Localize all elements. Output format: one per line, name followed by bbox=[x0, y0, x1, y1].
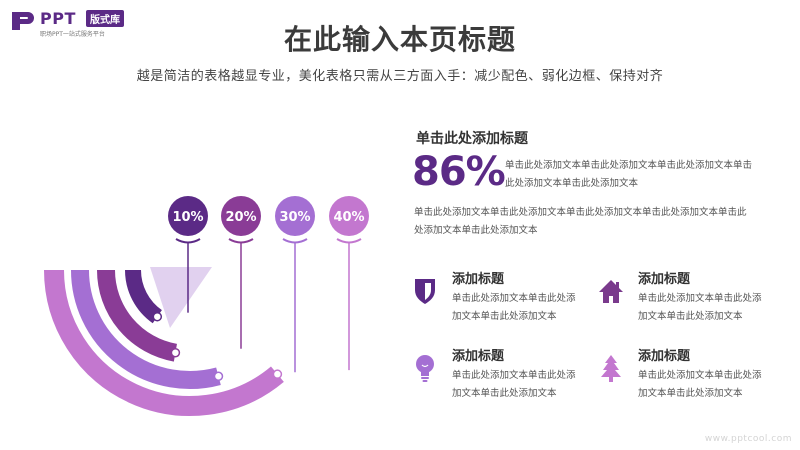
lightbulb-icon bbox=[416, 355, 434, 382]
feature-text: 单击此处添加文本单击此处添加文本单击此处添加文本 bbox=[452, 370, 576, 399]
page-title: 在此输入本页标题 bbox=[283, 23, 516, 56]
feature-title: 添加标题 bbox=[638, 272, 691, 287]
logo-badge: 版式库 bbox=[86, 10, 124, 27]
section-heading: 单击此处添加标题 bbox=[416, 131, 528, 147]
feature-item: 添加标题 单击此处添加文本单击此处添加文本单击此处添加文本 bbox=[412, 268, 582, 338]
shield-icon bbox=[415, 279, 435, 304]
watermark: www.pptcool.com bbox=[704, 434, 792, 444]
logo-tagline: 职场PPT一站式服务平台 bbox=[40, 31, 105, 38]
chart-wedge-decoration bbox=[150, 267, 212, 328]
chart-bar-ring bbox=[125, 269, 163, 324]
feature-text: 单击此处添加文本单击此处添加文本单击此处添加文本 bbox=[638, 293, 762, 322]
chart-badge-label: 40% bbox=[333, 210, 364, 225]
feature-text: 单击此处添加文本单击此处添加文本单击此处添加文本 bbox=[638, 370, 762, 399]
chart-bar-ring bbox=[97, 269, 178, 362]
chart-badge bbox=[329, 196, 369, 236]
feature-title: 添加标题 bbox=[452, 272, 505, 287]
chart-badge-label: 20% bbox=[225, 210, 256, 225]
chart-badge-underline bbox=[228, 238, 254, 244]
big-percentage: 86% bbox=[412, 149, 506, 195]
body-paragraph: 单击此处添加文本单击此处添加文本单击此处添加文本单击此处添加文本单击此处添加文本… bbox=[414, 207, 747, 236]
ppt-logo-icon bbox=[12, 12, 34, 30]
tree-icon bbox=[601, 355, 621, 382]
chart-bar-ring bbox=[44, 269, 284, 416]
chart-bar-ring bbox=[71, 269, 221, 389]
chart-bar-end-marker bbox=[272, 369, 283, 379]
chart-badge-underline bbox=[282, 238, 308, 244]
chart-badge-label: 10% bbox=[172, 210, 203, 225]
chart-badge-label: 30% bbox=[279, 210, 310, 225]
logo-name: PPT bbox=[40, 9, 76, 28]
feature-text: 单击此处添加文本单击此处添加文本单击此处添加文本 bbox=[452, 293, 576, 322]
chart-badge bbox=[275, 196, 315, 236]
feature-item: 添加标题 单击此处添加文本单击此处添加文本单击此处添加文本 bbox=[412, 345, 582, 415]
radial-chart-svg: 10% 20% 30% 40% bbox=[44, 196, 369, 416]
chart-badge bbox=[168, 196, 208, 236]
radial-chart: 10% 20% 30% 40% bbox=[40, 180, 400, 430]
feature-item: 添加标题 单击此处添加文本单击此处添加文本单击此处添加文本 bbox=[598, 268, 768, 338]
chart-bar-end-marker bbox=[213, 371, 224, 382]
percentage-description: 单击此处添加文本单击此处添加文本单击此处添加文本单击此处添加文本单击此处添加文本 bbox=[505, 160, 753, 189]
feature-item: 添加标题 单击此处添加文本单击此处添加文本单击此处添加文本 bbox=[598, 345, 768, 415]
feature-title: 添加标题 bbox=[452, 349, 505, 364]
chart-bar-end-marker bbox=[170, 347, 181, 358]
brand-logo: PPT 版式库 职场PPT一站式服务平台 bbox=[10, 8, 150, 38]
chart-badge bbox=[221, 196, 261, 236]
chart-badge-underline bbox=[175, 238, 201, 244]
page-subtitle: 越是简洁的表格越显专业，美化表格只需从三方面入手：减少配色、弱化边框、保持对齐 bbox=[136, 69, 664, 84]
chart-bar-end-marker bbox=[152, 311, 163, 322]
feature-title: 添加标题 bbox=[638, 349, 691, 364]
house-icon bbox=[599, 280, 623, 303]
chart-badge-underline bbox=[336, 238, 362, 244]
